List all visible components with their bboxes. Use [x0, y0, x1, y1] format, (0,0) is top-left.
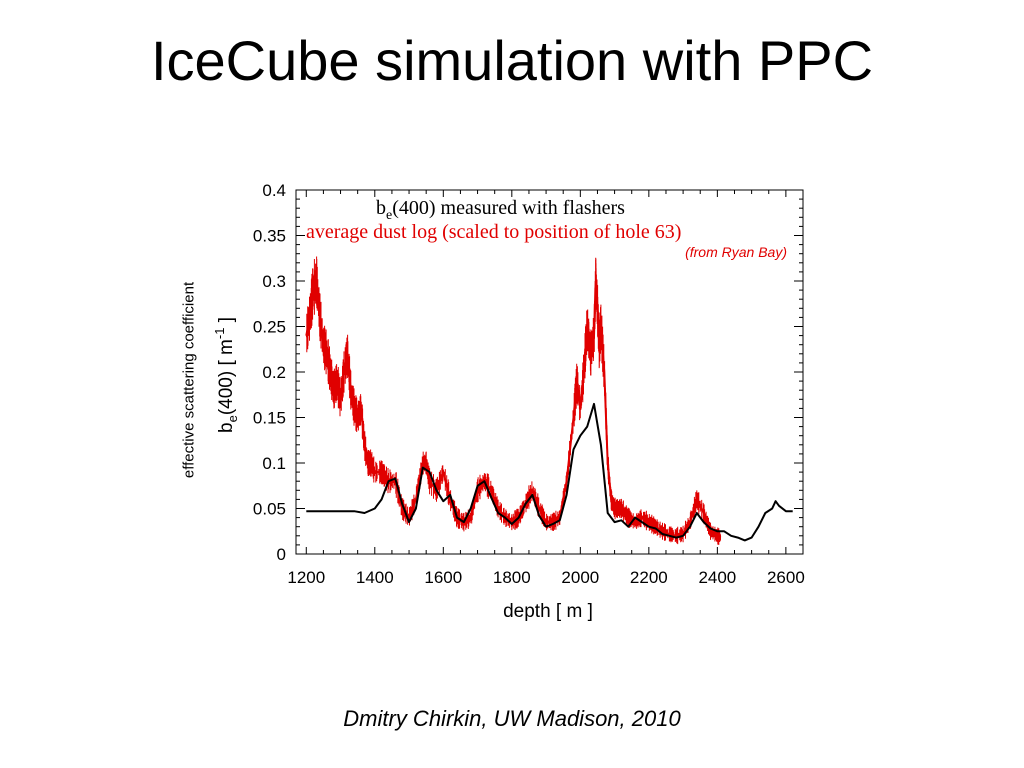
- annotation-from-ryan-bay: (from Ryan Bay): [685, 244, 787, 260]
- series-dust-log-line: [305, 280, 722, 539]
- y-tick-label: 0.25: [253, 318, 286, 337]
- x-tick-label: 1600: [424, 568, 462, 587]
- x-tick-label: 2400: [698, 568, 736, 587]
- x-tick-label: 1800: [493, 568, 531, 587]
- y-axis-ticks: 0 0.05 0.1 0.15 0.2 0.25 0.3 0.35 0.4: [253, 181, 803, 564]
- series-flashers: [306, 402, 793, 542]
- y-tick-label: 0.1: [262, 454, 286, 473]
- series-dust-log-noise: [305, 256, 721, 545]
- x-tick-label: 2000: [561, 568, 599, 587]
- legend-entry-dust-log: average dust log (scaled to position of …: [306, 221, 681, 243]
- x-tick-label: 2600: [767, 568, 805, 587]
- series-flashers-line: [306, 402, 793, 542]
- legend-entry-flashers: be(400) measured with flashers: [376, 197, 625, 223]
- y-tick-label: 0.4: [262, 181, 286, 200]
- x-tick-label: 2200: [630, 568, 668, 587]
- y-tick-label: 0.35: [253, 227, 286, 246]
- y-tick-label: 0.05: [253, 500, 286, 519]
- x-tick-label: 1200: [287, 568, 325, 587]
- x-tick-label: 1400: [356, 568, 394, 587]
- y-tick-label: 0.3: [262, 272, 286, 291]
- y-tick-label: 0.15: [253, 409, 286, 428]
- x-axis-ticks: 1200 1400 1600 1800 2000 2200 2400 2600: [287, 190, 805, 587]
- slide-title: IceCube simulation with PPC: [150, 29, 874, 92]
- y-tick-label: 0.2: [262, 363, 286, 382]
- y-tick-label: 0: [277, 545, 286, 564]
- y-axis-title: be(400) [ m-1 ]: [212, 317, 240, 433]
- credit: Dmitry Chirkin, UW Madison, 2010: [343, 706, 681, 731]
- series-dust-log: [305, 256, 722, 545]
- x-axis-title: depth [ m ]: [503, 601, 593, 622]
- side-label: effective scattering coefficient: [180, 281, 198, 479]
